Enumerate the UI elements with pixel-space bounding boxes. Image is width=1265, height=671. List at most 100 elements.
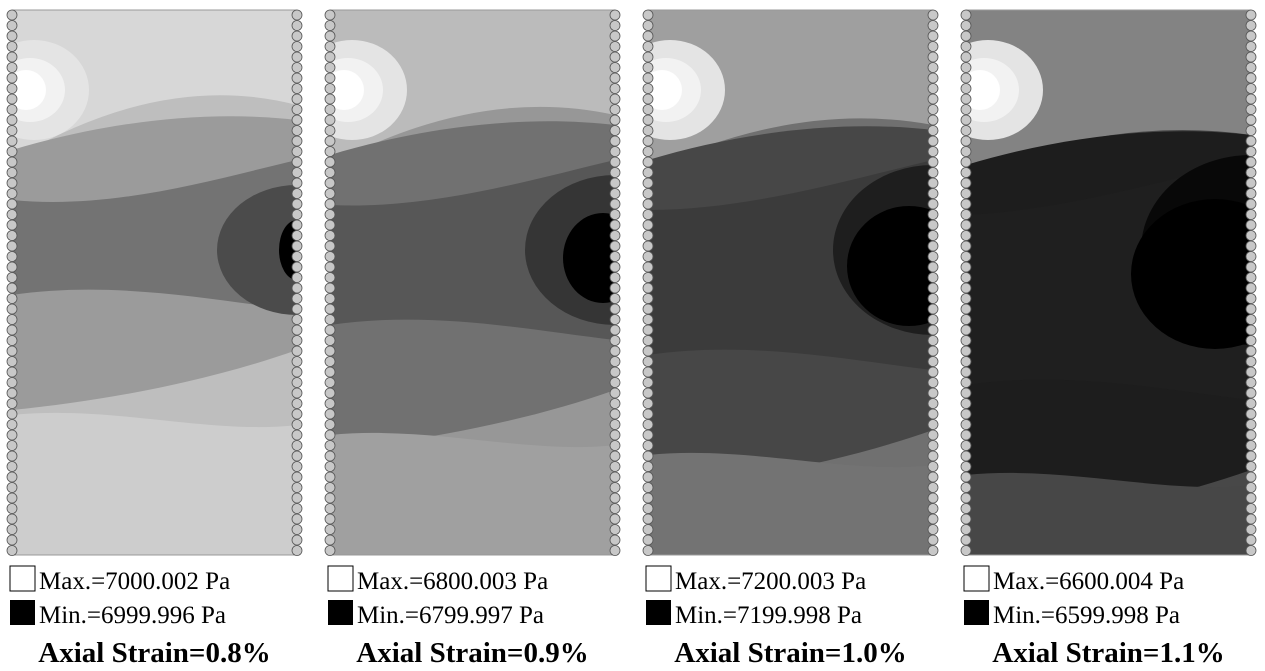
boundary-particle [6, 209, 18, 220]
contour-panel [12, 10, 297, 555]
boundary-particle [960, 9, 972, 21]
boundary-particle [291, 272, 303, 283]
legend-max-swatch [9, 565, 36, 592]
boundary-particle [960, 209, 972, 220]
boundary-particle [960, 450, 972, 462]
boundary-particle [324, 93, 336, 105]
boundary-particle [609, 104, 621, 115]
legend-max-swatch [963, 565, 990, 592]
legend-min-swatch [964, 600, 989, 625]
boundary-particle [960, 198, 972, 210]
contour-min [1131, 199, 1251, 349]
boundary-particle [324, 419, 336, 430]
boundary-particle [291, 146, 303, 157]
boundary-particle [324, 114, 336, 126]
boundary-particle [927, 440, 939, 451]
boundary-particle [1245, 251, 1257, 262]
boundary-particle [6, 503, 18, 514]
boundary-particle [324, 408, 336, 420]
boundary-particle [1245, 20, 1257, 31]
boundary-particle [324, 366, 336, 378]
boundary-particle [960, 156, 972, 168]
boundary-particle [642, 293, 654, 304]
boundary-particle [609, 230, 621, 241]
boundary-particle [1245, 209, 1257, 220]
boundary-particle [291, 398, 303, 409]
boundary-particle [642, 135, 654, 147]
boundary-particle [927, 230, 939, 241]
boundary-particle [6, 125, 18, 136]
boundary-particle [960, 125, 972, 136]
boundary-particle [609, 293, 621, 304]
boundary-particle [1245, 314, 1257, 325]
boundary-particle [291, 240, 303, 252]
boundary-particle [6, 303, 18, 315]
boundary-particle [6, 408, 18, 420]
boundary-particle [6, 314, 18, 325]
boundary-particle [960, 230, 972, 241]
boundary-particle [324, 251, 336, 262]
boundary-particle [960, 471, 972, 483]
boundary-particle [927, 251, 939, 262]
boundary-particle [291, 51, 303, 63]
boundary-particle [324, 471, 336, 483]
boundary-particle [927, 492, 939, 504]
boundary-particle [642, 524, 654, 535]
boundary-particle [642, 324, 654, 336]
boundary-particle [291, 450, 303, 462]
boundary-particle [927, 198, 939, 210]
contour-band [966, 472, 1251, 555]
boundary-particle [642, 534, 654, 546]
boundary-particle [6, 272, 18, 283]
boundary-particle [642, 114, 654, 126]
boundary-particle [291, 156, 303, 168]
boundary-particle [324, 534, 336, 546]
boundary-particle [1245, 303, 1257, 315]
boundary-particle [1245, 51, 1257, 63]
boundary-particle [324, 156, 336, 168]
boundary-particle [1245, 9, 1257, 21]
boundary-particle [324, 177, 336, 189]
boundary-particle [609, 513, 621, 525]
boundary-particle [6, 188, 18, 199]
boundary-particle [1245, 282, 1257, 294]
boundary-particle [960, 135, 972, 147]
boundary-particle [1245, 93, 1257, 105]
boundary-particle [6, 104, 18, 115]
boundary-particle [1245, 62, 1257, 73]
boundary-particle [642, 240, 654, 252]
boundary-particle [291, 534, 303, 546]
boundary-particle [927, 51, 939, 63]
boundary-particle [609, 429, 621, 441]
boundary-particle [1245, 324, 1257, 336]
boundary-particle [1245, 398, 1257, 409]
panel-caption: Axial Strain=0.9% [356, 637, 588, 669]
boundary-particle [1245, 135, 1257, 147]
boundary-particle [291, 261, 303, 273]
boundary-particle [324, 51, 336, 63]
boundary-particle [960, 492, 972, 504]
boundary-particle [291, 72, 303, 84]
boundary-particle [642, 482, 654, 493]
legend-min-label: Min.=6999.996 Pa [39, 602, 226, 629]
boundary-particle [1245, 83, 1257, 94]
boundary-particle [324, 219, 336, 231]
boundary-particle [609, 524, 621, 535]
boundary-particle [927, 30, 939, 42]
contour-band [12, 412, 297, 555]
boundary-particle [6, 440, 18, 451]
boundary-particle [324, 440, 336, 451]
boundary-particle [642, 545, 654, 556]
boundary-particle [642, 345, 654, 357]
boundary-particle [927, 293, 939, 304]
boundary-particle [609, 503, 621, 514]
legend-max-swatch [327, 565, 354, 592]
boundary-particle [291, 503, 303, 514]
boundary-particle [6, 114, 18, 126]
boundary-particle [291, 30, 303, 42]
boundary-particle [291, 188, 303, 199]
boundary-particle [291, 177, 303, 189]
boundary-particle [324, 125, 336, 136]
boundary-particle [1245, 513, 1257, 525]
boundary-particle [642, 167, 654, 178]
